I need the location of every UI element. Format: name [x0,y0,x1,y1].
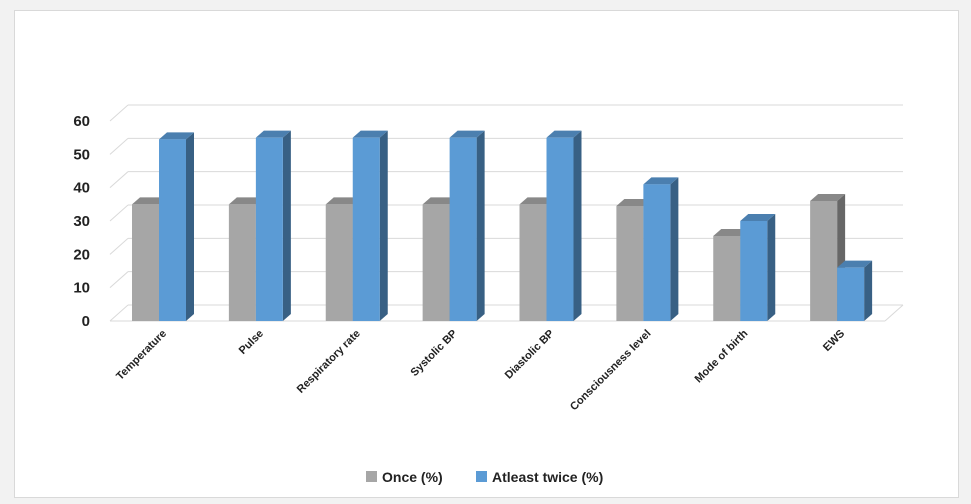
x-tick-label: Pulse [237,328,266,357]
y-tick-label: 30 [73,213,90,230]
y-tick-label: 0 [82,313,90,330]
bar [519,204,547,321]
bar [228,204,256,321]
bar-side [573,130,582,321]
bar [132,204,159,321]
bar [616,206,644,321]
legend-label: Once (%) [382,469,443,485]
bar [422,204,450,321]
bar-top [643,177,679,185]
bar [810,201,838,321]
bar [449,137,477,321]
bar-side [476,130,485,321]
gridline-side [109,137,129,155]
bar-top [159,132,194,140]
bar-side [767,214,776,321]
y-tick-label: 50 [73,146,90,163]
gridline-side [109,104,129,122]
y-tick-label: 40 [73,180,90,197]
bar-top [255,130,291,138]
bar-top [713,229,749,236]
bar-side [282,130,291,321]
y-tick-label: 60 [73,113,90,130]
bar-top [325,197,361,205]
bar [352,137,380,321]
legend-swatch [476,471,487,482]
x-tick-label: Mode of birth [693,327,751,385]
y-tick-label: 10 [73,280,90,297]
gridline-side [109,237,129,255]
bar [255,137,283,321]
x-tick-label: Consciousness level [568,328,653,413]
bar-top [546,130,582,138]
gridline-side [109,271,129,289]
bar-top [449,130,485,138]
bar-top [616,199,652,206]
bar-side [670,177,679,321]
bar [740,221,768,321]
x-tick-label: Diastolic BP [503,328,557,382]
x-tick-label: Temperature [114,328,169,383]
gridline-side [109,204,129,222]
bar-top [837,260,873,268]
bar [159,139,186,321]
legend-label: Atleast twice (%) [492,469,603,485]
bar-side [379,130,388,321]
bar [643,184,671,321]
x-tick-label: Respiratory rate [295,328,363,396]
legend-swatch [366,471,377,482]
bar-top [228,197,264,205]
bar [837,267,865,321]
gridline-side [109,171,129,189]
bar-top [810,194,846,201]
bar-top [740,214,776,221]
bar-top [422,197,458,205]
bar-top [352,130,388,138]
x-tick-label: EWS [821,328,847,354]
bar-side [186,132,194,321]
bar-side [864,260,873,321]
bar [325,204,353,321]
bar [713,236,741,321]
y-tick-label: 20 [73,246,90,263]
floor-edge [884,304,904,322]
x-tick-label: Systolic BP [408,328,459,379]
bar-top [132,197,167,205]
bar-top [519,197,555,205]
gridline-side [109,304,129,322]
bar [546,137,574,321]
